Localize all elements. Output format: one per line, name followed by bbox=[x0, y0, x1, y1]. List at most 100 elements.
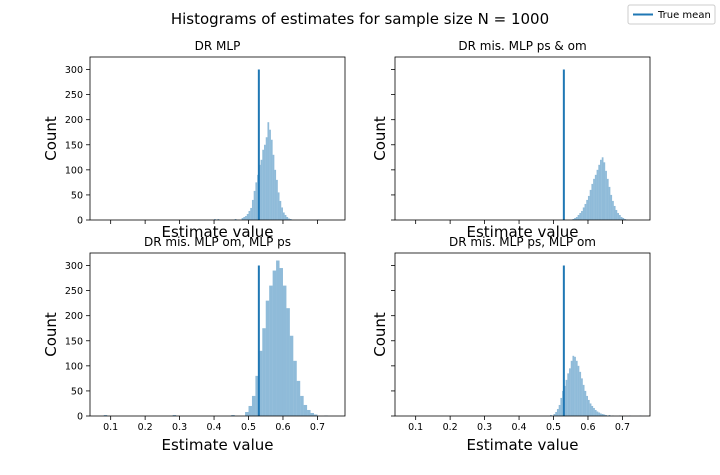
histogram-bar bbox=[570, 360, 573, 416]
x-tick-label: 0.5 bbox=[241, 422, 256, 433]
axes-frame bbox=[89, 252, 346, 417]
axes-frame bbox=[394, 56, 651, 221]
histogram-bar bbox=[581, 210, 583, 220]
histogram-bar bbox=[560, 397, 563, 416]
x-axis-label: Estimate value bbox=[467, 223, 579, 241]
histogram-bar bbox=[262, 149, 265, 220]
panel-title: DR mis. MLP ps, MLP om bbox=[449, 235, 596, 249]
histogram-bar bbox=[558, 404, 561, 416]
histogram-bar bbox=[296, 380, 301, 416]
x-axis-label: Estimate value bbox=[467, 436, 579, 454]
histogram-bar bbox=[594, 409, 597, 416]
histogram-bar bbox=[603, 162, 606, 220]
histogram-bar bbox=[279, 268, 283, 416]
y-tick-label: 50 bbox=[71, 386, 83, 397]
histogram-bar bbox=[310, 412, 314, 416]
histogram-bar bbox=[251, 395, 256, 416]
histogram-bar bbox=[555, 411, 557, 416]
histogram-bar bbox=[250, 207, 252, 220]
histogram-bar bbox=[288, 218, 290, 220]
axes-frame bbox=[89, 56, 346, 221]
histogram-bar bbox=[550, 415, 552, 416]
histogram-bar bbox=[556, 408, 559, 416]
x-tick-label: 0.6 bbox=[275, 422, 290, 433]
y-tick-label: 0 bbox=[77, 412, 83, 423]
axes-frame bbox=[394, 252, 651, 417]
histogram-bar bbox=[269, 129, 271, 220]
histogram-bar bbox=[231, 415, 235, 416]
histogram-bar bbox=[253, 190, 256, 220]
panel-title: DR mis. MLP om, MLP ps bbox=[144, 235, 291, 249]
histogram-bar bbox=[613, 205, 616, 220]
y-tick-label: 250 bbox=[65, 286, 83, 297]
y-tick-label: 50 bbox=[71, 190, 83, 201]
x-tick-label: 0.3 bbox=[172, 422, 187, 433]
histogram-bar bbox=[574, 217, 576, 220]
histogram-bar bbox=[251, 199, 254, 220]
histogram-bar bbox=[286, 308, 290, 416]
histogram-bar bbox=[282, 285, 287, 416]
histogram-bar bbox=[303, 404, 308, 416]
histogram-bar bbox=[248, 405, 252, 416]
histogram-bar bbox=[589, 403, 592, 416]
y-tick-label: 250 bbox=[65, 90, 83, 101]
histogram-bar bbox=[277, 192, 280, 220]
histogram-bar bbox=[584, 203, 587, 220]
histogram-bar bbox=[245, 215, 247, 220]
histogram-bar bbox=[286, 216, 289, 220]
histogram-bar bbox=[572, 355, 575, 416]
histogram-bar bbox=[577, 214, 580, 220]
histogram-bar bbox=[587, 399, 590, 416]
histogram-bar bbox=[274, 169, 277, 220]
histogram-bar bbox=[608, 415, 611, 416]
histogram-bar bbox=[276, 179, 278, 220]
histogram-bar bbox=[581, 378, 583, 416]
histogram-bar bbox=[587, 195, 590, 220]
x-axis-label: Estimate value bbox=[162, 436, 274, 454]
y-axis-label: Count bbox=[371, 312, 389, 357]
x-tick-label: 0.4 bbox=[511, 422, 526, 433]
histogram-bar bbox=[608, 186, 611, 220]
y-tick-label: 150 bbox=[65, 336, 83, 347]
histogram-bar bbox=[243, 216, 246, 220]
histogram-bar bbox=[103, 415, 108, 416]
histogram-bar bbox=[586, 199, 588, 220]
histogram-bar bbox=[577, 365, 580, 416]
y-tick-label: 100 bbox=[65, 361, 83, 372]
panel-title: DR MLP bbox=[195, 39, 241, 53]
histogram-bar bbox=[596, 411, 599, 416]
histogram-bar bbox=[282, 212, 285, 220]
histogram-bar bbox=[241, 217, 244, 220]
histogram-bar bbox=[234, 219, 237, 220]
histogram-bar bbox=[603, 414, 606, 416]
histogram-bar bbox=[615, 209, 618, 220]
histogram-bar bbox=[617, 212, 619, 220]
histogram-bar bbox=[584, 390, 587, 416]
y-tick-label: 0 bbox=[77, 216, 83, 227]
histogram-bar bbox=[605, 170, 607, 220]
histogram-bar bbox=[582, 207, 585, 220]
histogram-bar bbox=[598, 412, 601, 416]
histogram-bar bbox=[600, 159, 602, 220]
histogram-bar bbox=[284, 214, 287, 220]
legend: True mean bbox=[627, 4, 716, 25]
figure-suptitle: Histograms of estimates for sample size … bbox=[171, 10, 549, 28]
histogram-bar bbox=[610, 194, 613, 220]
histogram-bar bbox=[300, 395, 304, 416]
histogram-bar bbox=[565, 379, 568, 416]
panel-4: 0.1 0.2 0.3 0.4 0.5 0.6 0.7 DR mis. MLP ps, MLP… bbox=[371, 235, 651, 454]
histogram-bar bbox=[245, 411, 249, 416]
histogram-bar bbox=[293, 360, 297, 416]
histogram-bar bbox=[620, 216, 623, 220]
histogram-bar bbox=[586, 395, 588, 416]
y-axis-label: Count bbox=[42, 312, 60, 357]
histogram-bar bbox=[269, 285, 273, 416]
histogram-bar bbox=[262, 328, 266, 416]
histogram-bar bbox=[265, 137, 268, 220]
histogram-bar bbox=[272, 270, 277, 416]
x-axis-label: Estimate value bbox=[162, 223, 274, 241]
histogram-bar bbox=[572, 219, 575, 220]
panel-1: 0 50 100 150 200 250 300 DR MLP Estimate value Co… bbox=[42, 39, 346, 241]
legend-label-true-mean: True mean bbox=[657, 10, 711, 21]
